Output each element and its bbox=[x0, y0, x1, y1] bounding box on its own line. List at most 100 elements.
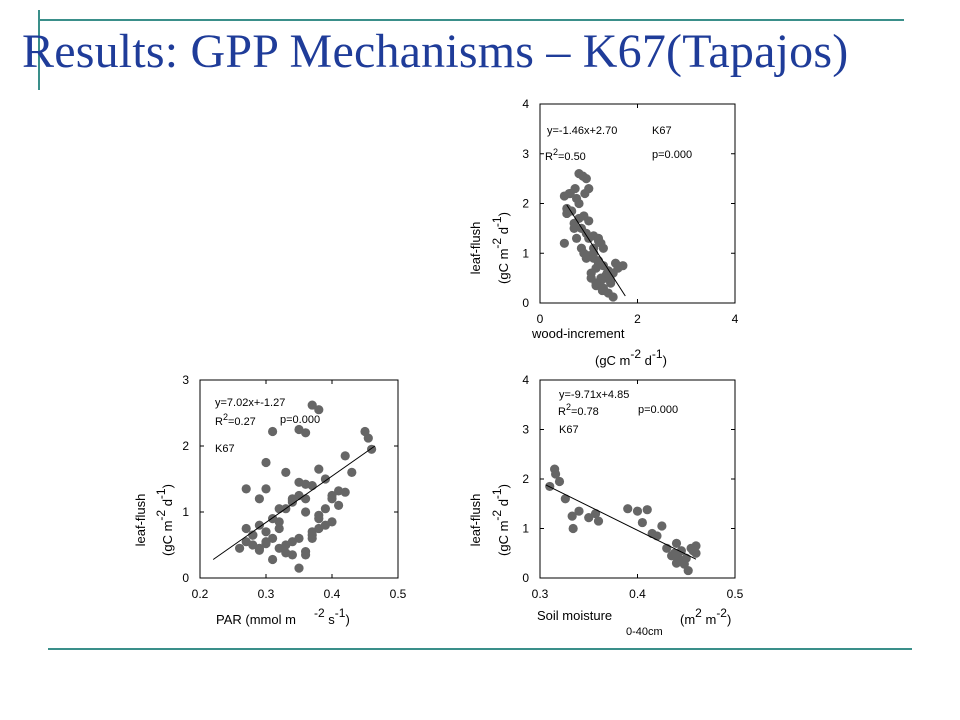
data-point bbox=[268, 426, 278, 437]
x-axis-label-main: PAR (mmol m bbox=[216, 612, 296, 627]
data-point bbox=[584, 216, 594, 226]
x-axis-label-unit: -2 s-1) bbox=[314, 606, 350, 627]
fit-line bbox=[545, 484, 697, 560]
y-tick-label: 3 bbox=[182, 373, 189, 387]
data-point bbox=[580, 188, 590, 199]
data-point bbox=[568, 523, 578, 534]
data-point bbox=[608, 292, 618, 302]
data-point bbox=[301, 428, 311, 438]
r-squared-label: R2=0.50 bbox=[545, 147, 586, 163]
data-point bbox=[281, 467, 291, 477]
equation-label: y=-9.71x+4.85 bbox=[559, 389, 629, 401]
y-axis-label-main: leaf-flush bbox=[468, 494, 483, 547]
site-label: K67 bbox=[652, 125, 672, 137]
data-point bbox=[307, 400, 317, 410]
data-point bbox=[320, 474, 330, 484]
data-point bbox=[571, 233, 582, 243]
data-point bbox=[287, 537, 297, 547]
slide-title: Results: GPP Mechanisms – K67(Tapajos) bbox=[22, 25, 849, 78]
data-point bbox=[560, 494, 570, 504]
data-point bbox=[235, 543, 245, 553]
data-point bbox=[657, 521, 667, 531]
y-tick-label: 2 bbox=[522, 472, 529, 486]
data-point bbox=[574, 198, 584, 209]
data-point bbox=[340, 451, 350, 461]
x-tick-label: 2 bbox=[634, 312, 641, 326]
left-rule bbox=[38, 10, 40, 90]
data-point bbox=[268, 554, 278, 565]
data-point bbox=[261, 484, 271, 494]
x-tick-label: 0.3 bbox=[532, 587, 549, 601]
data-point bbox=[268, 533, 278, 544]
data-point bbox=[314, 405, 324, 415]
data-point bbox=[261, 527, 271, 537]
data-point bbox=[637, 517, 647, 528]
data-point bbox=[301, 550, 311, 560]
data-point bbox=[327, 494, 337, 504]
y-tick-label: 1 bbox=[522, 246, 529, 260]
y-tick-label: 2 bbox=[182, 439, 189, 453]
x-tick-label: 0.3 bbox=[258, 587, 275, 601]
y-tick-label: 3 bbox=[522, 423, 529, 437]
x-axis-label-main: Soil moisture bbox=[537, 608, 612, 623]
data-point bbox=[598, 243, 608, 253]
data-point bbox=[254, 494, 264, 504]
y-tick-label: 4 bbox=[522, 373, 529, 387]
data-point bbox=[320, 504, 330, 514]
y-axis-label-unit: (gC m-2 d-1) bbox=[490, 212, 511, 284]
y-axis-label: leaf-flush bbox=[468, 222, 483, 275]
x-axis-label-unit: (gC m-2 d-1) bbox=[595, 347, 667, 368]
data-point bbox=[254, 545, 264, 555]
data-point bbox=[567, 511, 577, 521]
data-point bbox=[274, 517, 284, 527]
data-point bbox=[294, 563, 304, 573]
data-point bbox=[281, 548, 291, 558]
x-tick-label: 0.2 bbox=[192, 587, 209, 601]
y-tick-label: 1 bbox=[522, 522, 529, 536]
data-point bbox=[565, 188, 575, 199]
y-axis-label-main: leaf-flush bbox=[468, 222, 483, 275]
top-rule bbox=[38, 19, 904, 21]
data-point bbox=[301, 479, 311, 489]
data-point bbox=[554, 476, 565, 487]
data-point bbox=[632, 506, 643, 516]
fit-line bbox=[566, 204, 626, 297]
x-tick-label: 0.4 bbox=[324, 587, 341, 601]
data-point bbox=[314, 514, 324, 524]
data-point bbox=[673, 553, 684, 563]
data-point bbox=[314, 464, 324, 474]
data-point bbox=[559, 238, 569, 248]
y-axis-label-main: leaf-flush bbox=[133, 494, 148, 547]
p-value-label: p=0.000 bbox=[652, 149, 692, 161]
data-point bbox=[618, 261, 628, 271]
site-label: K67 bbox=[559, 424, 579, 436]
data-point bbox=[274, 543, 284, 553]
x-axis-label-unit: (m2 m-2) bbox=[680, 606, 731, 627]
data-point bbox=[593, 516, 604, 526]
fit-line bbox=[212, 445, 376, 560]
data-point bbox=[307, 533, 317, 544]
x-tick-label: 4 bbox=[732, 312, 739, 326]
data-point bbox=[261, 539, 271, 549]
data-point bbox=[581, 174, 591, 184]
data-point bbox=[688, 546, 698, 556]
data-point bbox=[576, 243, 587, 253]
chart-par: 0.2 0.3 0.4 0.5 0 1 2 3 y=7.02x+-1.27 R2=0.27 K67 p… bbox=[133, 373, 407, 627]
x-tick-label: 0.5 bbox=[727, 587, 744, 601]
site-label: K67 bbox=[215, 443, 235, 455]
y-axis-label-unit: (gC m-2 d-1) bbox=[490, 484, 511, 556]
y-tick-label: 1 bbox=[182, 505, 189, 519]
x-tick-label: 0.5 bbox=[390, 587, 407, 601]
data-point bbox=[569, 223, 579, 233]
data-point bbox=[562, 208, 572, 219]
data-point bbox=[606, 276, 616, 286]
data-point bbox=[327, 517, 337, 527]
y-tick-label: 3 bbox=[522, 147, 529, 161]
y-tick-label: 4 bbox=[522, 97, 529, 111]
data-point bbox=[340, 487, 350, 497]
data-point bbox=[363, 433, 373, 443]
data-point bbox=[597, 285, 608, 296]
x-axis-label-sub: 0-40cm bbox=[626, 626, 663, 638]
